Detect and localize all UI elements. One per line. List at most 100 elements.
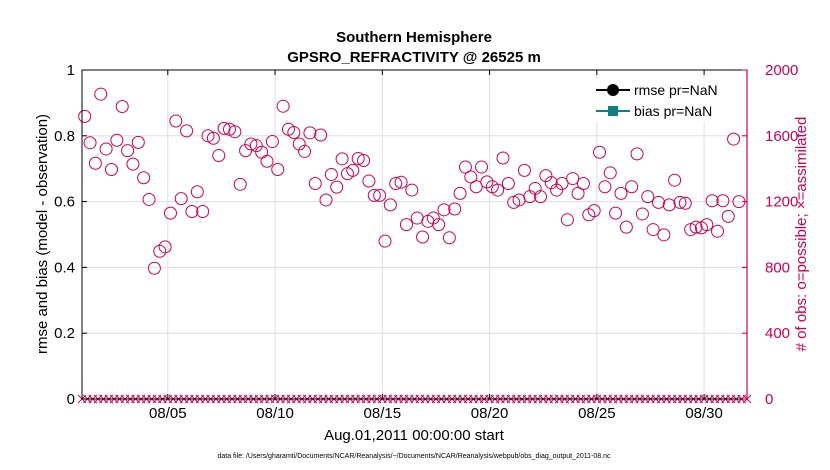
- possible-obs-point: [373, 188, 387, 202]
- possible-obs-point: [394, 175, 408, 189]
- possible-obs-point: [432, 218, 446, 232]
- legend-item-rmse: rmse pr=NaN: [596, 82, 718, 98]
- possible-obs-point: [196, 204, 210, 218]
- possible-obs-point: [641, 190, 655, 204]
- possible-obs-point: [560, 213, 574, 227]
- possible-obs-point: [174, 192, 188, 206]
- possible-obs-point: [78, 109, 92, 123]
- possible-obs-point: [614, 186, 628, 200]
- possible-obs-point: [185, 204, 199, 218]
- possible-obs-point: [357, 153, 371, 167]
- possible-obs-point: [287, 126, 301, 140]
- chart-subtitle: GPSRO_REFRACTIVITY @ 26525 m: [287, 49, 541, 66]
- possible-obs-point: [330, 180, 344, 194]
- x-axis-label: Aug.01,2011 00:00:00 start: [324, 427, 505, 444]
- possible-obs-point: [705, 194, 719, 208]
- possible-obs-point: [442, 231, 456, 245]
- possible-obs-point: [126, 157, 140, 171]
- possible-obs-point: [689, 220, 703, 234]
- possible-obs-point: [104, 163, 118, 177]
- possible-obs-point: [121, 144, 135, 158]
- legend: rmse pr=NaN bias pr=NaN: [590, 78, 740, 122]
- possible-obs-point: [335, 152, 349, 166]
- possible-obs-point: [448, 202, 462, 216]
- possible-obs-point: [190, 185, 204, 199]
- possible-obs-point: [346, 163, 360, 177]
- possible-obs-point: [389, 177, 403, 191]
- possible-obs-point: [587, 204, 601, 218]
- possible-obs-point: [137, 171, 151, 185]
- possible-obs-point: [324, 167, 338, 181]
- data-file-footnote: data file: /Users/gharamti/Documents/NCA…: [217, 453, 611, 460]
- legend-rmse-label: rmse pr=NaN: [634, 82, 718, 98]
- possible-obs-point: [298, 144, 312, 158]
- possible-obs-point: [475, 160, 489, 174]
- possible-obs-point: [727, 132, 741, 146]
- plot-area: [82, 70, 747, 399]
- possible-obs-point: [539, 169, 553, 183]
- possible-obs-point: [598, 180, 612, 194]
- y-tick-label-right: 0: [765, 391, 773, 408]
- y-tick-label-right: 2000: [765, 62, 798, 79]
- possible-obs-point: [657, 228, 671, 242]
- possible-obs-point: [367, 188, 381, 202]
- possible-obs-point: [362, 174, 376, 188]
- possible-obs-point: [239, 144, 253, 158]
- possible-obs-point: [115, 100, 129, 114]
- possible-obs-point: [555, 177, 569, 191]
- possible-obs-point: [169, 114, 183, 128]
- legend-bias-marker-icon: [608, 106, 618, 116]
- possible-obs-point: [678, 196, 692, 210]
- possible-obs-point: [378, 234, 392, 248]
- possible-obs-point: [609, 206, 623, 220]
- possible-obs-point: [233, 177, 247, 191]
- possible-obs-point: [673, 195, 687, 209]
- possible-obs-point: [721, 209, 735, 223]
- possible-obs-point: [276, 99, 290, 113]
- possible-obs-point: [142, 192, 156, 206]
- y-tick-label-right: 400: [765, 325, 790, 342]
- possible-obs-point: [534, 190, 548, 204]
- data-marks: [77, 87, 752, 404]
- possible-obs-point: [383, 198, 397, 212]
- legend-item-bias: bias pr=NaN: [596, 103, 712, 119]
- y-tick-label-right: 1200: [765, 194, 798, 211]
- legend-bias-label: bias pr=NaN: [634, 103, 712, 119]
- possible-obs-point: [147, 261, 161, 275]
- y-tick-label-right: 800: [765, 259, 790, 276]
- possible-obs-point: [158, 240, 172, 254]
- possible-obs-point: [652, 195, 666, 209]
- possible-obs-point: [206, 131, 220, 145]
- possible-obs-point: [437, 203, 451, 217]
- possible-obs-point: [630, 147, 644, 161]
- tick-labels: 08/05 08/10 08/15 08/20 08/25 08/30 0 0.2 0.4 0.6…: [54, 62, 798, 422]
- x-tick-label: 08/20: [471, 405, 509, 422]
- possible-obs-point: [88, 156, 102, 170]
- possible-obs-point: [700, 218, 714, 232]
- possible-obs-point: [716, 194, 730, 208]
- possible-obs-point: [593, 145, 607, 159]
- possible-obs-point: [571, 186, 585, 200]
- possible-obs-point: [314, 128, 328, 142]
- possible-obs-point: [131, 135, 145, 149]
- possible-obs-point: [99, 142, 113, 156]
- y-tick-label-left: 0.4: [54, 259, 75, 276]
- possible-obs-point: [426, 211, 440, 225]
- possible-obs-point: [180, 124, 194, 138]
- possible-obs-point: [619, 220, 633, 234]
- possible-obs-point: [625, 180, 639, 194]
- y-tick-label-left: 1: [67, 62, 75, 79]
- chart-title: Southern Hemisphere: [336, 29, 492, 46]
- x-tick-label: 08/30: [685, 405, 723, 422]
- x-tick-label: 08/05: [149, 405, 187, 422]
- possible-obs-point: [244, 137, 258, 151]
- possible-obs-point: [228, 125, 242, 139]
- y-tick-label-left: 0.6: [54, 194, 75, 211]
- possible-obs-point: [550, 183, 564, 197]
- possible-obs-point: [212, 149, 226, 163]
- possible-obs-point: [94, 87, 108, 101]
- possible-obs-point: [453, 186, 467, 200]
- possible-obs-point: [646, 223, 660, 237]
- x-tick-label: 08/25: [578, 405, 616, 422]
- possible-obs-point: [110, 133, 124, 147]
